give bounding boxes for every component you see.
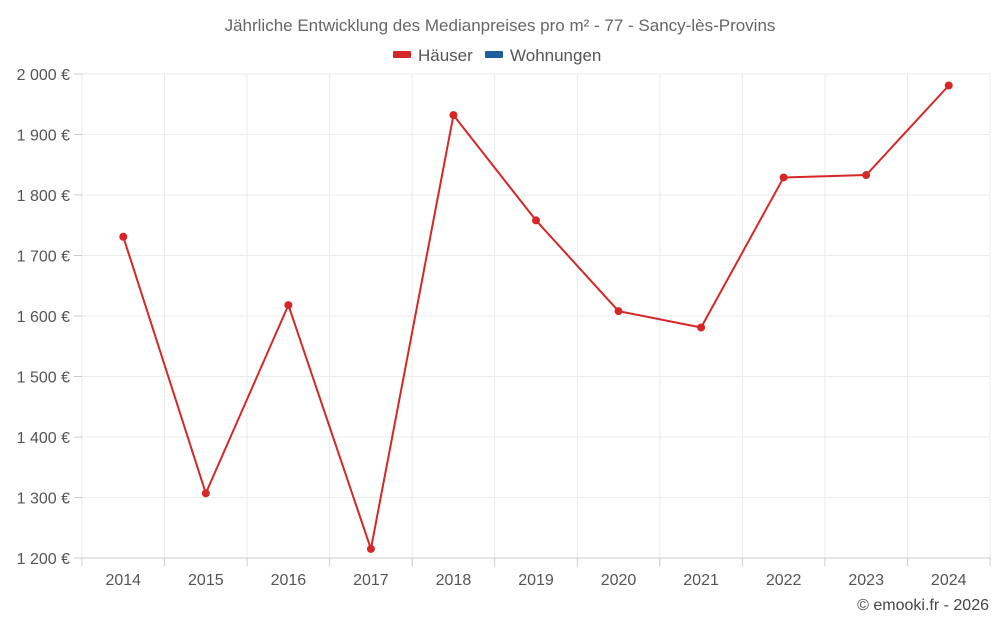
x-tick-label: 2021 xyxy=(683,572,719,589)
data-point-2024[interactable] xyxy=(944,81,953,90)
x-tick-label: 2022 xyxy=(766,572,802,589)
legend-item-haeuser[interactable]: Häuser xyxy=(393,46,473,65)
y-tick-label: 1 200 € xyxy=(17,551,70,568)
data-point-2021[interactable] xyxy=(697,323,706,332)
x-tick-label: 2016 xyxy=(271,572,307,589)
grid xyxy=(81,73,991,558)
y-tick-label: 1 500 € xyxy=(17,370,70,387)
legend-swatch-wohnungen xyxy=(485,51,503,58)
x-tick-label: 2018 xyxy=(436,572,472,589)
y-tick-label: 1 400 € xyxy=(17,430,70,447)
data-point-2017[interactable] xyxy=(366,544,375,553)
data-point-2016[interactable] xyxy=(284,301,293,310)
x-tick-label: 2015 xyxy=(188,572,224,589)
series-haeuser xyxy=(119,81,953,553)
legend-label-wohnungen: Wohnungen xyxy=(510,46,601,65)
x-tick-label: 2017 xyxy=(353,572,389,589)
credit-text: © emooki.fr - 2026 xyxy=(857,597,989,614)
x-tick-label: 2014 xyxy=(105,572,141,589)
x-tick-label: 2023 xyxy=(848,572,884,589)
y-tick-label: 2 000 € xyxy=(17,67,70,84)
data-point-2015[interactable] xyxy=(201,489,210,498)
legend-label-haeuser: Häuser xyxy=(418,46,473,65)
data-point-2023[interactable] xyxy=(862,171,871,180)
y-axis: 1 200 € 1 300 € 1 400 € 1 500 € 1 600 € 1 700… xyxy=(17,67,82,568)
x-tick-label: 2019 xyxy=(518,572,554,589)
y-tick-label: 1 300 € xyxy=(17,491,70,508)
x-tick-label: 2024 xyxy=(931,572,967,589)
data-point-2022[interactable] xyxy=(779,173,788,182)
y-tick-label: 1 900 € xyxy=(17,128,70,145)
legend: Häuser Wohnungen xyxy=(393,46,601,65)
data-point-2020[interactable] xyxy=(614,307,623,316)
y-tick-label: 1 800 € xyxy=(17,188,70,205)
x-axis: 2014 2015 2016 2017 2018 2019 2020 2021 2022 2023… xyxy=(81,558,991,589)
chart-title: Jährliche Entwicklung des Medianpreises … xyxy=(225,16,776,35)
legend-swatch-haeuser xyxy=(393,51,411,58)
y-tick-label: 1 600 € xyxy=(17,309,70,326)
legend-item-wohnungen[interactable]: Wohnungen xyxy=(485,46,601,65)
data-point-2014[interactable] xyxy=(119,232,128,241)
y-tick-label: 1 700 € xyxy=(17,249,70,266)
data-point-2018[interactable] xyxy=(449,111,458,120)
data-point-2019[interactable] xyxy=(532,216,540,225)
x-tick-label: 2020 xyxy=(601,572,637,589)
